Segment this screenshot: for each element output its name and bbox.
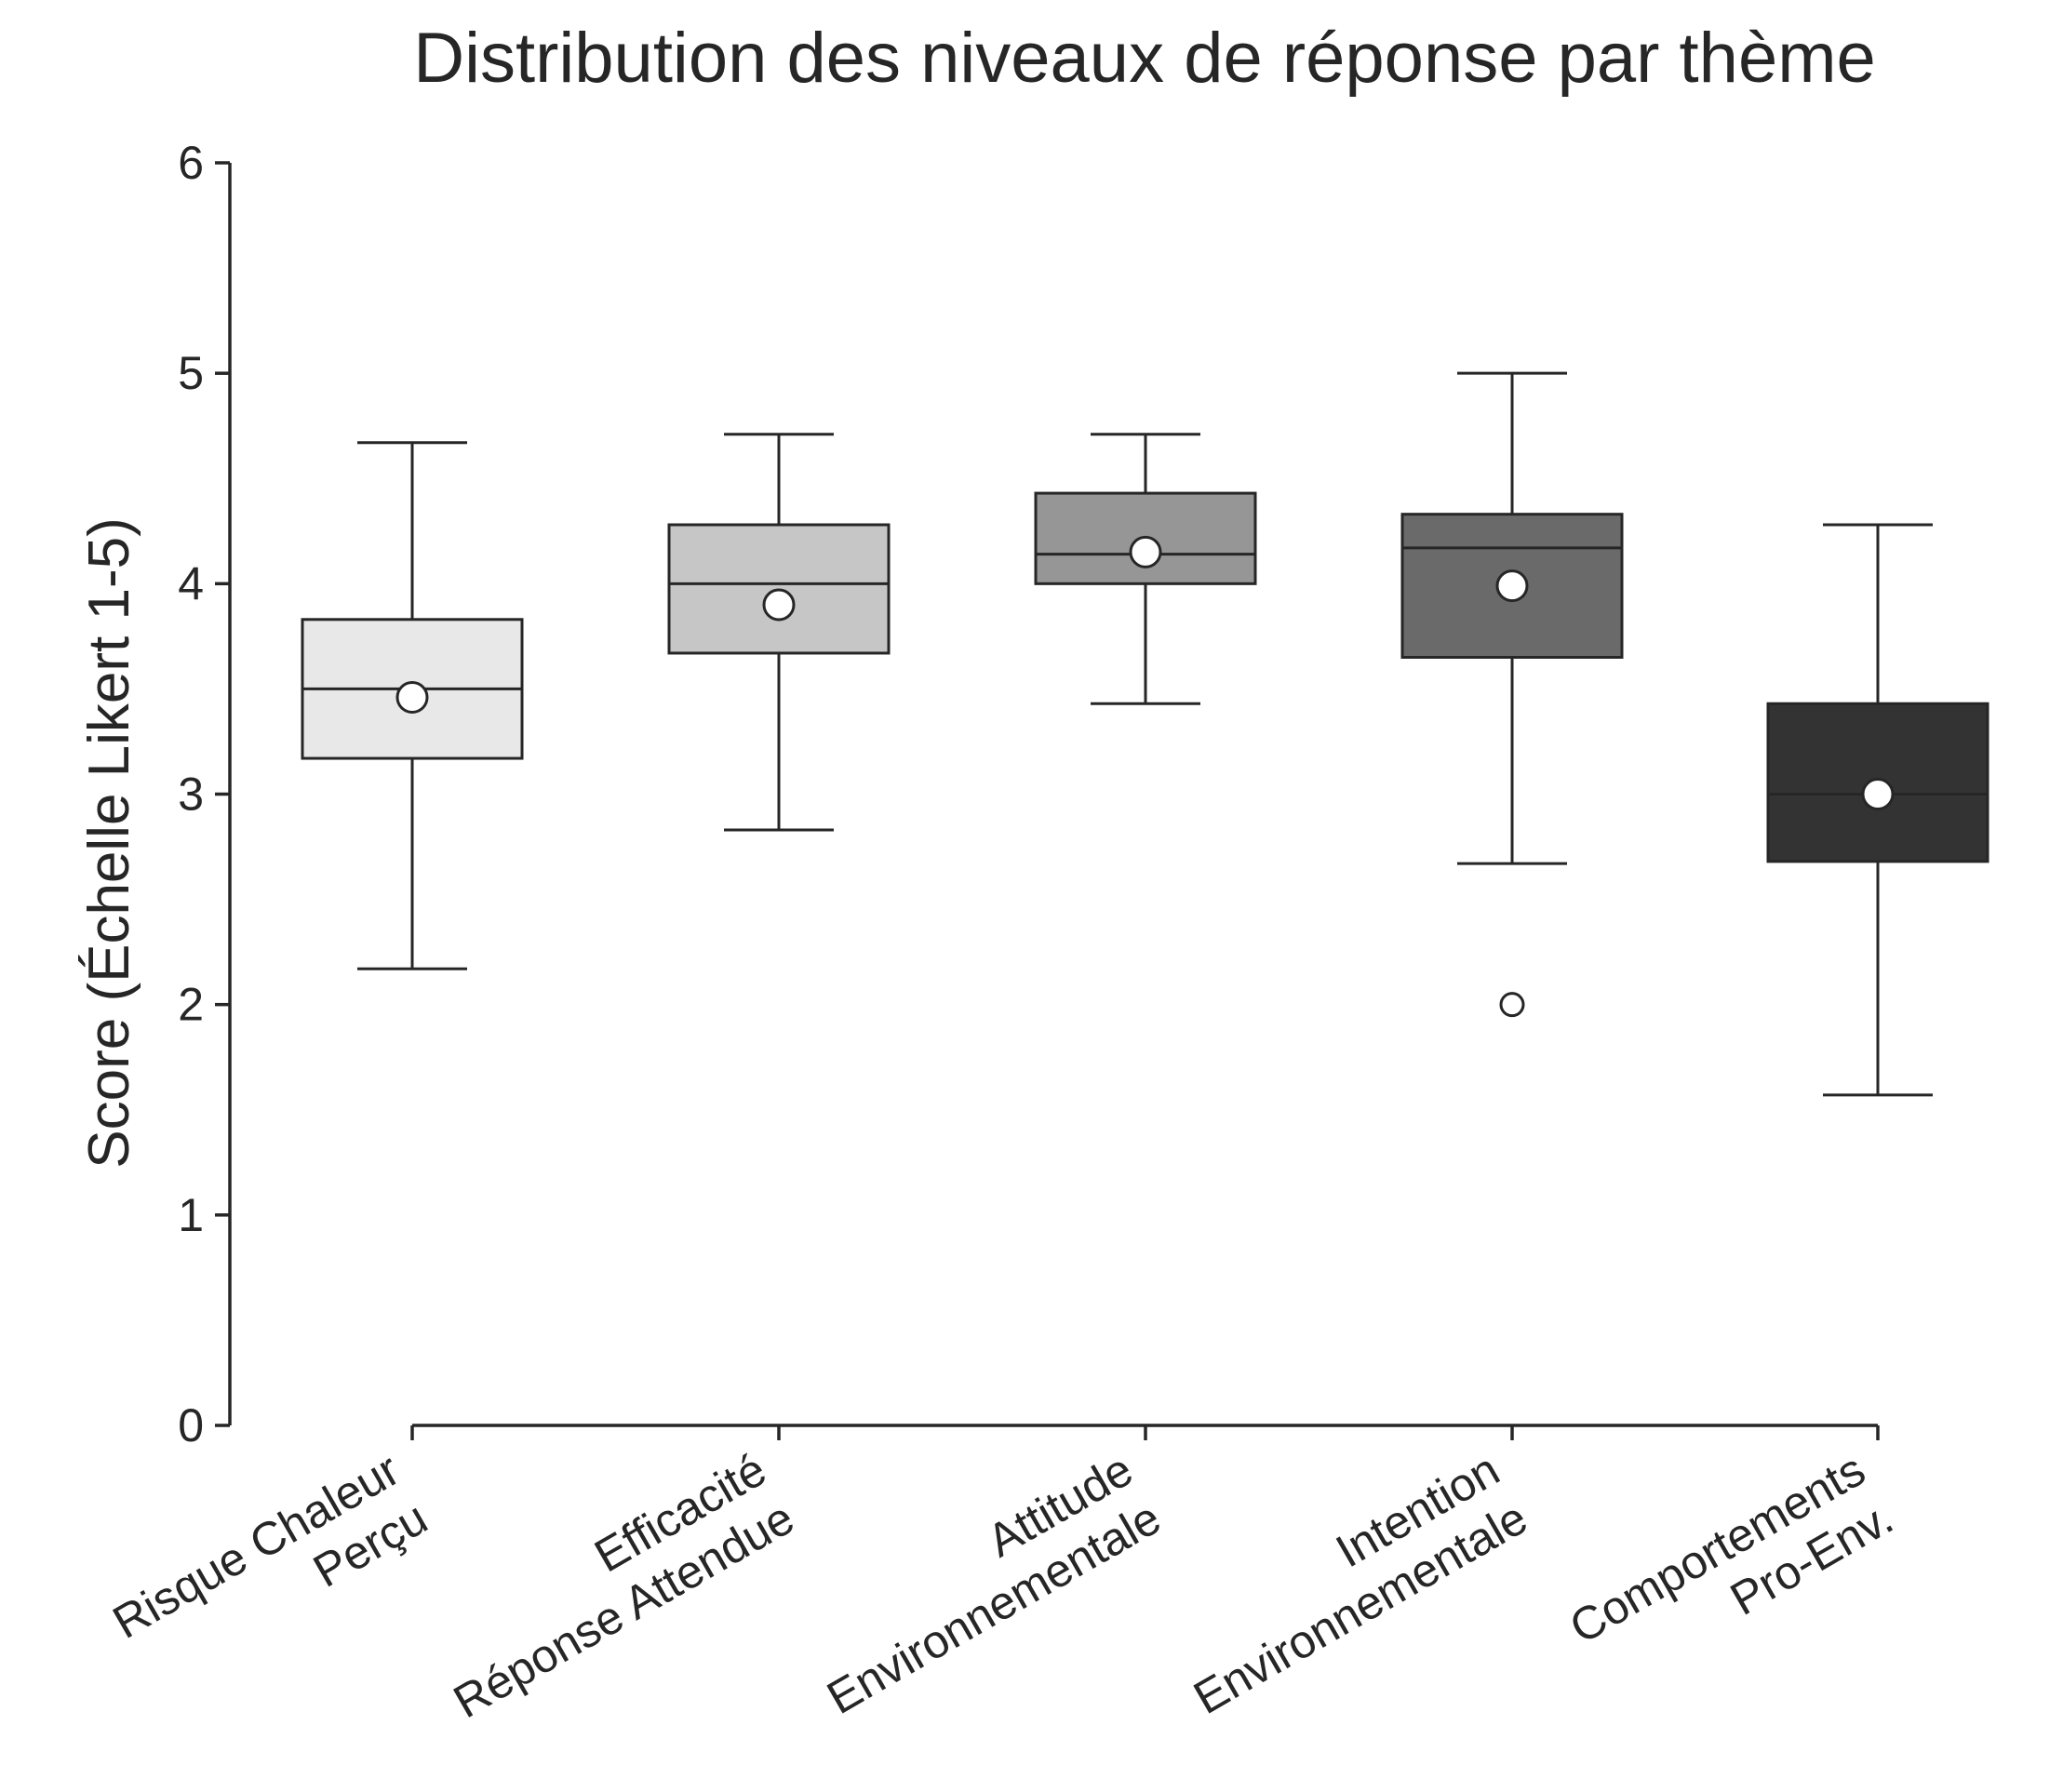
x-tick-label: EfficacitéRéponse Attendue <box>417 1443 802 1728</box>
y-tick-label: 5 <box>178 347 204 399</box>
box-group <box>301 441 524 970</box>
boxes-layer <box>301 371 1989 1097</box>
y-axis-label: Score (Échelle Likert 1-5) <box>77 517 141 1169</box>
mean-marker <box>1495 569 1529 603</box>
mean-marker <box>1129 535 1162 568</box>
x-axis: Risque ChaleurPerçu EfficacitéRéponse Att… <box>104 1424 1902 1728</box>
mean-marker <box>762 588 796 622</box>
box-group <box>667 433 891 832</box>
x-tick-label: AttitudeEnvironnementale <box>790 1443 1169 1724</box>
y-tick-label: 1 <box>178 1189 204 1241</box>
x-tick-label: Risque ChaleurPerçu <box>104 1443 435 1697</box>
y-tick-label: 0 <box>178 1399 204 1451</box>
chart-title: Distribution des niveaux de réponse par … <box>413 19 1876 98</box>
x-tick-label: ComportementsPro-Env. <box>1561 1443 1901 1702</box>
y-tick-label: 3 <box>178 769 204 821</box>
y-tick-label: 2 <box>178 979 204 1031</box>
outlier-point <box>1499 992 1525 1018</box>
box-group <box>1400 371 1624 1018</box>
y-tick-label: 4 <box>178 557 204 609</box>
y-axis: 0 1 2 3 4 5 6 <box>178 137 232 1451</box>
x-tick-label: IntentionEnvironnementale <box>1157 1443 1535 1724</box>
y-tick-label: 6 <box>178 137 204 189</box>
box-group <box>1766 523 1989 1097</box>
mean-marker <box>1861 778 1895 810</box>
mean-marker <box>395 680 429 714</box>
box-group <box>1034 433 1257 705</box>
